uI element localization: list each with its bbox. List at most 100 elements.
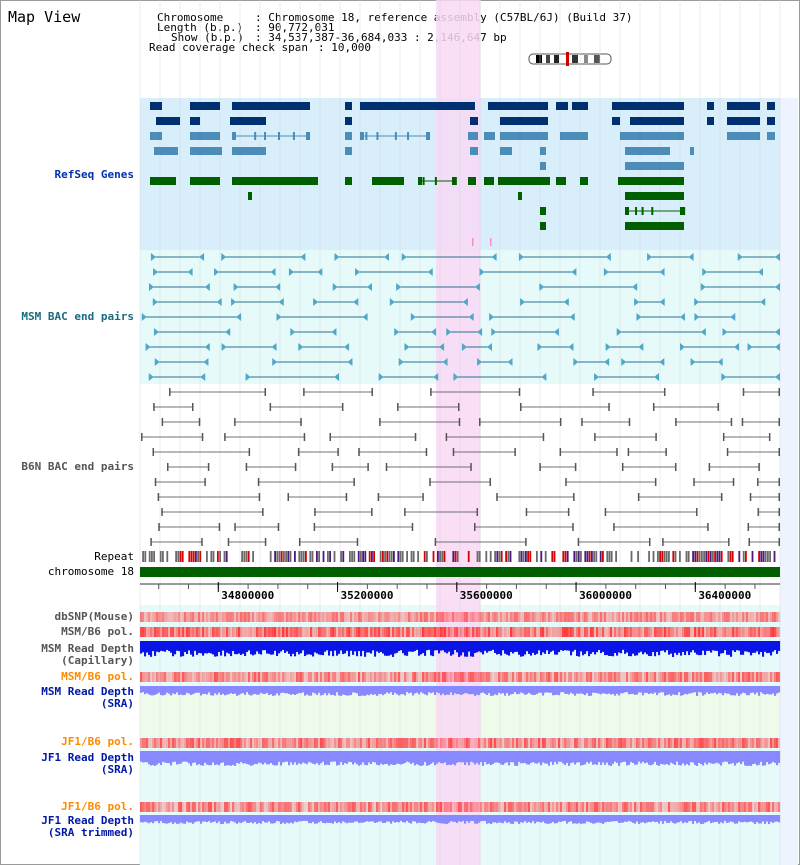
jf1-depth-sra-bar	[732, 751, 735, 764]
msm-pol2-heat	[220, 672, 223, 682]
b6n-bac-end	[297, 448, 300, 456]
msm-bac-end	[541, 373, 547, 381]
jf1-depth-sra-bar	[422, 751, 425, 766]
dbsnp-heat	[186, 612, 189, 622]
jf1-depth-trimmed-bar	[212, 815, 215, 822]
jf1-pol-heat	[770, 738, 773, 748]
track-label-jf1-b6-pol-1[interactable]: JF1/B6 pol.	[61, 735, 134, 748]
msm-pol2-heat	[756, 672, 759, 682]
msm-depth-capillary-bar	[178, 641, 181, 652]
b6n-bac-end	[758, 463, 760, 471]
jf1-pol-heat	[538, 738, 541, 748]
jf1-pol2-heat	[678, 802, 681, 812]
msm-pol-heat	[414, 627, 417, 637]
track-label-b6n-bac[interactable]: B6N BAC end pairs	[21, 460, 134, 473]
track-label-refseq-genes[interactable]: RefSeq Genes	[54, 168, 134, 181]
msm-depth-capillary-bar	[234, 641, 237, 655]
track-label-msm-bac[interactable]: MSM BAC end pairs	[21, 310, 134, 323]
msm-depth-capillary-bar	[684, 641, 687, 656]
track-label-dbsnp[interactable]: dbSNP(Mouse)	[54, 610, 134, 623]
msm-pol-heat	[200, 627, 203, 637]
jf1-depth-trimmed-bar	[322, 815, 325, 823]
msm-pol-heat	[364, 627, 367, 637]
repeat-mark	[195, 551, 197, 562]
track-label-jf1-depth-trimmed[interactable]: JF1 Read Depth	[41, 814, 134, 827]
msm-pol-heat	[668, 627, 671, 637]
jf1-depth-trimmed-bar	[642, 815, 645, 823]
msm-pol-heat	[646, 627, 649, 637]
msm-depth-capillary-bar	[362, 641, 365, 651]
jf1-pol2-heat	[210, 802, 213, 812]
jf1-pol2-heat	[192, 802, 195, 812]
msm-depth-capillary-bar	[766, 641, 769, 654]
b6n-bac-end	[167, 463, 169, 471]
b6n-bac-end	[303, 433, 306, 441]
msm-depth-sra-bar	[278, 686, 281, 696]
jf1-depth-trimmed-bar	[228, 815, 231, 824]
msm-depth-sra-bar	[754, 686, 757, 695]
dbsnp-heat	[704, 612, 707, 622]
jf1-pol-heat	[334, 738, 337, 748]
msm-pol-heat	[566, 627, 569, 637]
repeat-mark	[401, 551, 404, 562]
jf1-depth-trimmed-bar	[248, 815, 251, 824]
jf1-depth-sra-bar	[572, 751, 575, 763]
msm-pol-heat	[386, 627, 389, 637]
msm-depth-capillary-bar	[582, 641, 585, 656]
msm-pol-heat	[536, 627, 539, 637]
jf1-pol2-heat	[500, 802, 503, 812]
jf1-pol-heat	[732, 738, 735, 748]
dbsnp-heat	[380, 612, 383, 622]
msm-pol-heat	[366, 627, 369, 637]
gene-block	[540, 222, 546, 230]
jf1-pol-heat	[758, 738, 761, 748]
jf1-depth-sra-bar	[248, 751, 251, 765]
msm-pol2-heat	[164, 672, 167, 682]
msm-pol-heat	[476, 627, 479, 637]
jf1-pol-heat	[222, 738, 225, 748]
jf1-depth-trimmed-bar	[668, 815, 671, 823]
msm-pol-heat	[654, 627, 657, 637]
msm-pol-heat	[188, 627, 191, 637]
track-label-jf1-depth-sra[interactable]: JF1 Read Depth	[41, 751, 134, 764]
b6n-bac-end	[778, 538, 780, 546]
gene-block	[488, 102, 548, 110]
jf1-depth-sra-bar	[244, 751, 247, 764]
jf1-pol2-heat	[616, 802, 619, 812]
chromosome-ideogram[interactable]	[528, 52, 612, 66]
repeat-mark	[580, 551, 582, 562]
msm-pol2-heat	[550, 672, 553, 682]
jf1-pol2-heat	[142, 802, 145, 812]
msm-depth-capillary-bar	[222, 641, 225, 651]
jf1-depth-trimmed-bar	[422, 815, 425, 824]
msm-pol2-heat	[156, 672, 159, 682]
jf1-pol2-heat	[270, 802, 273, 812]
jf1-depth-sra-bar	[686, 751, 689, 764]
dbsnp-heat	[374, 612, 377, 622]
jf1-pol2-heat	[622, 802, 625, 812]
dbsnp-heat	[320, 612, 323, 622]
jf1-depth-trimmed-bar	[618, 815, 621, 823]
jf1-depth-sra-bar	[754, 751, 757, 764]
msm-pol-heat	[194, 627, 197, 637]
jf1-pol-heat	[668, 738, 671, 748]
jf1-depth-trimmed-bar	[646, 815, 649, 823]
track-label-jf1-b6-pol-2[interactable]: JF1/B6 pol.	[61, 800, 134, 813]
msm-pol-heat	[326, 627, 329, 637]
track-label-msm-b6-pol-1[interactable]: MSM/B6 pol.	[61, 625, 134, 638]
msm-depth-sra-bar	[564, 686, 567, 694]
msm-pol2-heat	[368, 672, 371, 682]
msm-depth-sra-bar	[176, 686, 179, 693]
track-label-msm-b6-pol-2[interactable]: MSM/B6 pol.	[61, 670, 134, 683]
msm-depth-sra-bar	[772, 686, 775, 694]
jf1-pol2-heat	[498, 802, 501, 812]
jf1-pol2-heat	[736, 802, 739, 812]
msm-depth-sra-bar	[472, 686, 475, 695]
dbsnp-heat	[364, 612, 367, 622]
jf1-depth-trimmed-bar	[664, 815, 667, 821]
msm-pol-heat	[774, 627, 777, 637]
track-label-msm-depth-capillary[interactable]: MSM Read Depth	[41, 642, 134, 655]
track-label-msm-depth-sra[interactable]: MSM Read Depth	[41, 685, 134, 698]
jf1-depth-trimmed-bar	[580, 815, 583, 824]
